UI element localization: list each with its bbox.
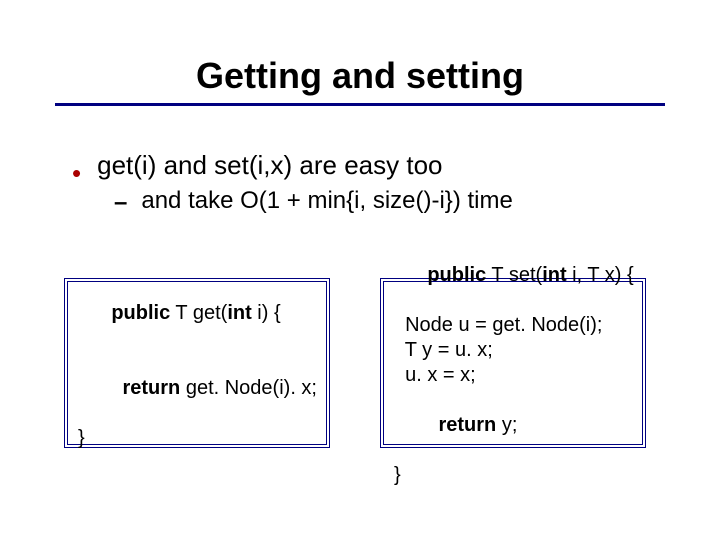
code-keyword: return [438, 414, 496, 436]
bullet-item-1: • get(i) and set(i,x) are easy too [72, 150, 670, 181]
code-box-set: public T set(int i, T x) { Node u = get.… [380, 278, 646, 448]
code-text: T get( [170, 302, 227, 324]
code-text: i) { [252, 302, 281, 324]
title-underline [55, 103, 665, 106]
code-line: public T set(int i, T x) { [394, 238, 632, 313]
bullet-item-1-text: get(i) and set(i,x) are easy too [97, 150, 442, 181]
code-text: i, T x) { [567, 264, 634, 286]
code-keyword: int [227, 302, 251, 324]
code-keyword: return [122, 377, 180, 399]
code-text: y; [496, 414, 517, 436]
code-line: } [78, 426, 316, 451]
code-keyword: public [111, 302, 170, 324]
bullet-list: • get(i) and set(i,x) are easy too – and… [72, 150, 670, 215]
code-text [427, 414, 438, 436]
code-text: T set( [486, 264, 542, 286]
slide-title: Getting and setting [0, 55, 720, 97]
code-line: T y = u. x; [394, 338, 632, 363]
code-line: return get. Node(i). x; [78, 351, 316, 426]
code-keyword: int [542, 264, 566, 286]
code-box-get: public T get(int i) { return get. Node(i… [64, 278, 330, 448]
code-line: } [394, 463, 632, 488]
slide: Getting and setting • get(i) and set(i,x… [0, 0, 720, 540]
code-line: return y; [394, 388, 632, 463]
bullet-item-1-1-text: and take O(1 + min{i, size()-i}) time [141, 187, 512, 215]
code-line: Node u = get. Node(i); [394, 313, 632, 338]
bullet-dash-icon: – [114, 189, 127, 217]
code-text: get. Node(i). x; [180, 377, 317, 399]
bullet-item-1-1: – and take O(1 + min{i, size()-i}) time [114, 187, 670, 215]
code-line: u. x = x; [394, 363, 632, 388]
code-text [111, 377, 122, 399]
code-line: public T get(int i) { [78, 276, 316, 351]
code-keyword: public [427, 264, 486, 286]
bullet-dot-icon: • [72, 160, 81, 186]
